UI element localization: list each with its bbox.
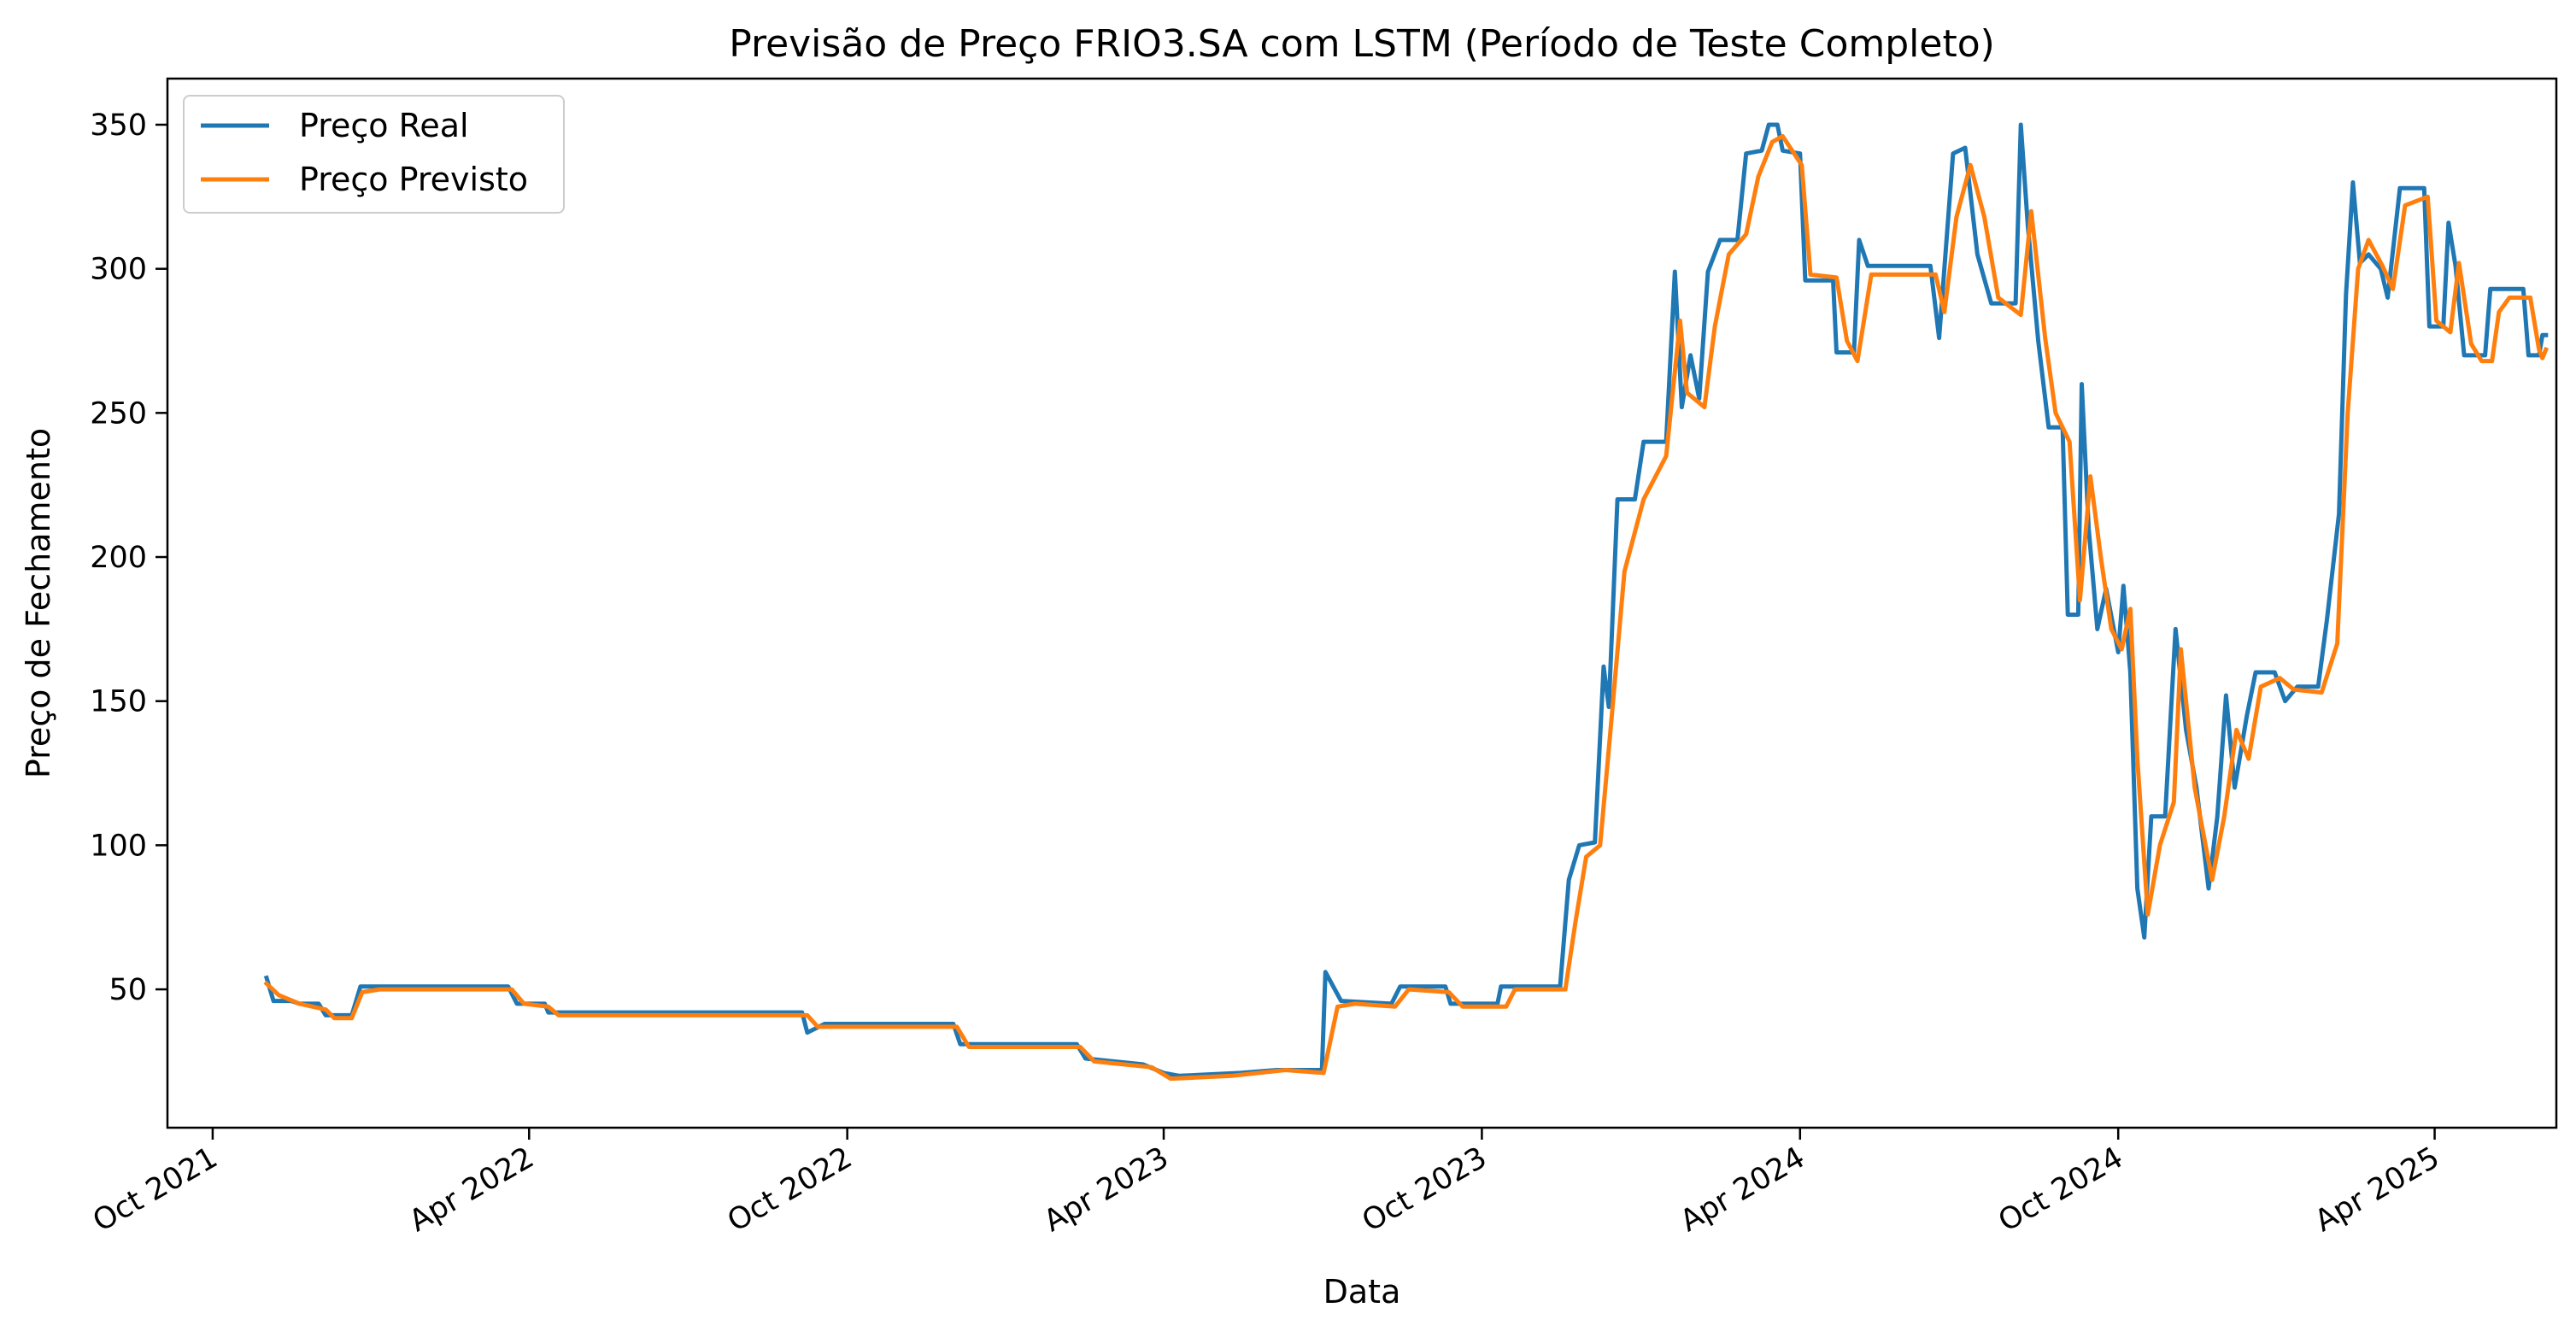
y-tick-label: 300 (90, 253, 147, 287)
chart-title: Previsão de Preço FRIO3.SA com LSTM (Per… (729, 22, 1995, 66)
y-tick-label: 200 (90, 541, 147, 575)
x-axis-label: Data (1323, 1273, 1401, 1311)
y-axis-label: Preço de Fechamento (20, 428, 57, 778)
legend: Preço Real Preço Previsto (183, 95, 565, 214)
legend-label-preco-real: Preço Real (299, 107, 469, 144)
series-line-preco-real (263, 122, 2549, 1078)
y-tick-label: 150 (90, 685, 147, 719)
series-line-preco-previsto (263, 134, 2550, 1082)
plot-frame (166, 77, 2558, 1129)
series-layer (263, 122, 2550, 1082)
y-tick-label: 350 (90, 108, 147, 143)
legend-label-preco-previsto: Preço Previsto (299, 161, 528, 198)
legend-frame (183, 95, 565, 214)
y-axis-ticks: 50 100 150 200 250 300 350 (90, 108, 167, 1007)
y-tick-label: 100 (90, 829, 147, 863)
y-tick-label: 250 (90, 396, 147, 431)
y-tick-label: 50 (109, 973, 147, 1007)
